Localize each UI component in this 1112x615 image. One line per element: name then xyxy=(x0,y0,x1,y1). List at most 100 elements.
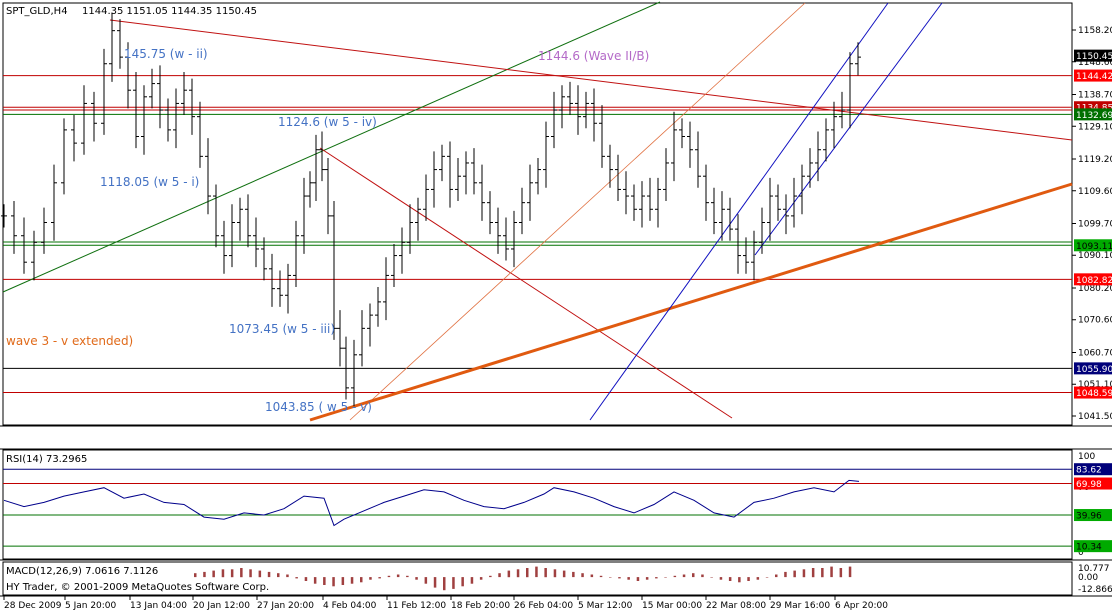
macd-histogram-bar xyxy=(793,570,796,578)
time-axis-label: 5 Jan 20:00 xyxy=(65,601,117,611)
channel-lower-line[interactable] xyxy=(589,2,889,421)
macd-histogram-bar xyxy=(461,577,464,587)
time-axis-label: 15 Mar 00:00 xyxy=(642,601,702,611)
macd-histogram-bar xyxy=(645,577,649,580)
price-tag-label: 1150.45 xyxy=(1076,52,1112,62)
macd-histogram-bar xyxy=(562,570,566,578)
macd-histogram-bar xyxy=(609,577,612,578)
red-decline-trendline[interactable] xyxy=(319,147,733,419)
rsi-tag-label: 39.96 xyxy=(1076,512,1102,522)
macd-histogram-bar xyxy=(738,577,741,583)
macd-axis-label: 10.777 xyxy=(1078,564,1110,574)
rsi-axis-label: 0 xyxy=(1078,548,1084,558)
macd-histogram-bar xyxy=(194,573,197,578)
macd-histogram-bar xyxy=(387,575,391,578)
macd-histogram-bar xyxy=(378,577,381,579)
rsi-tag-box xyxy=(1074,540,1112,553)
macd-histogram-bar xyxy=(590,574,594,578)
macd-histogram-bar xyxy=(230,569,234,578)
time-axis-label: 28 Dec 2009 xyxy=(4,601,62,611)
macd-histogram-bar xyxy=(443,577,446,591)
time-axis-label: 29 Mar 16:00 xyxy=(770,601,830,611)
macd-histogram-bar xyxy=(830,566,833,578)
rsi-tag-box xyxy=(1074,477,1112,490)
macd-histogram-bar xyxy=(802,569,806,578)
macd-histogram-bar xyxy=(636,577,640,581)
macd-histogram-bar xyxy=(498,573,501,578)
rsi-tag-label: 10.34 xyxy=(1076,543,1102,553)
macd-histogram-bar xyxy=(655,577,658,579)
price-axis-label: 1080.20 xyxy=(1078,284,1112,294)
macd-histogram-bar xyxy=(406,575,409,578)
price-axis-label: 1119.20 xyxy=(1078,155,1112,165)
price-axis-label: 1148.60 xyxy=(1078,58,1112,68)
macd-histogram-bar xyxy=(535,566,538,578)
green-trendline[interactable] xyxy=(2,1,661,293)
macd-histogram-bar xyxy=(507,570,511,578)
price-tag-box xyxy=(1074,362,1112,375)
horizontal-lines xyxy=(3,75,1072,394)
time-axis-label: 20 Jan 12:00 xyxy=(193,601,250,611)
macd-histogram-bar xyxy=(765,577,769,578)
price-tag-box xyxy=(1074,239,1112,252)
time-axis-label: 18 Feb 20:00 xyxy=(451,601,510,611)
rsi-line xyxy=(3,479,860,527)
macd-histogram-bar xyxy=(240,568,243,578)
macd-histogram-bar xyxy=(553,569,557,578)
macd-histogram-bar xyxy=(618,577,621,579)
copyright-footer: HY Trader, © 2001-2009 MetaQuotes Softwa… xyxy=(6,582,269,593)
macd-histogram-bar xyxy=(627,577,630,580)
price-axis-label: 1060.70 xyxy=(1078,348,1112,358)
price-tag-label: 1055.90 xyxy=(1076,365,1112,375)
price-axis-label: 1090.10 xyxy=(1078,251,1112,261)
red-resistance-trendline[interactable] xyxy=(109,19,1073,141)
time-axis-label: 22 Mar 08:00 xyxy=(706,601,766,611)
macd-histogram-bar xyxy=(839,568,843,578)
time-axis-label: 6 Apr 20:00 xyxy=(835,601,888,611)
macd-histogram-bar xyxy=(682,574,686,578)
wave-annotation-label: wave 3 - v extended) xyxy=(6,334,133,348)
rsi-tag-label: 69.98 xyxy=(1076,480,1102,490)
macd-histogram-bar xyxy=(360,577,363,583)
macd-histogram-bar xyxy=(544,568,547,578)
macd-histogram-bar xyxy=(581,573,584,578)
price-tag-box xyxy=(1074,273,1112,286)
time-axis-label: 27 Jan 20:00 xyxy=(257,601,314,611)
macd-histogram-bar xyxy=(221,569,225,578)
wave-annotation-label: 145.75 (w - ii) xyxy=(124,47,208,61)
macd-histogram-bar xyxy=(747,577,750,581)
price-axis-label: 1051.10 xyxy=(1078,380,1112,390)
macd-axis-label: 0.00 xyxy=(1078,573,1098,583)
main-panel-frame xyxy=(2,2,1073,426)
macd-histogram-bar xyxy=(323,577,326,585)
rsi-axis-label: 100 xyxy=(1078,452,1095,462)
macd-histogram-bar xyxy=(526,568,529,578)
macd-histogram-bar xyxy=(811,568,815,578)
rsi-panel-frame xyxy=(2,449,1073,560)
orange-support-trendline[interactable] xyxy=(309,182,1073,422)
price-tag-label: 1132.69 xyxy=(1076,111,1112,121)
macd-histogram-bar xyxy=(341,577,345,585)
price-tag-box xyxy=(1074,69,1112,82)
time-axis: 28 Dec 2009 5 Jan 20:00 13 Jan 04:00 20 Jan… xyxy=(3,596,888,611)
price-axis-label: 1109.60 xyxy=(1078,187,1112,197)
macd-histogram-bar xyxy=(848,566,852,578)
wave-annotation-label: 1073.45 (w 5 - iii) xyxy=(229,322,335,336)
price-axis-label: 1041.50 xyxy=(1078,412,1112,422)
price-axis-label: 1129.10 xyxy=(1078,122,1112,132)
macd-histogram-bar xyxy=(673,575,677,578)
time-axis-label: 11 Feb 12:00 xyxy=(387,601,446,611)
macd-histogram-bar xyxy=(470,577,474,584)
macd-histogram-bar xyxy=(728,577,732,581)
macd-panel-frame xyxy=(2,561,1073,596)
time-axis-label: 5 Mar 12:00 xyxy=(578,601,633,611)
wave-annotation-label: 1124.6 (w 5 - iv) xyxy=(278,115,377,129)
price-tag-box xyxy=(1074,386,1112,399)
time-axis-label: 13 Jan 04:00 xyxy=(130,601,187,611)
price-tag-label: 1144.42 xyxy=(1076,72,1112,82)
wave-annotation-label: 1043.85 ( w 5 - v) xyxy=(265,400,372,414)
rsi-tag-label: 83.62 xyxy=(1076,466,1102,476)
orange-thin-trendline[interactable] xyxy=(349,2,806,421)
